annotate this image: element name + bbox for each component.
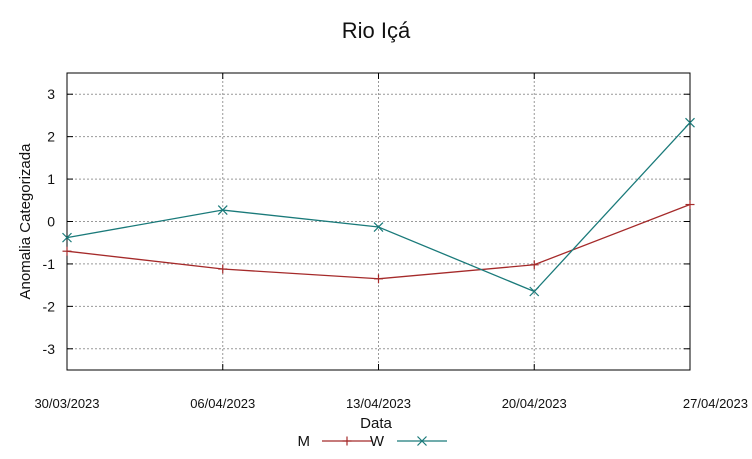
data-point <box>217 205 228 215</box>
series-W <box>62 117 695 297</box>
y-tick-label: -3 <box>43 341 56 357</box>
data-point <box>529 260 539 270</box>
x-tick-label: 13/04/2023 <box>346 396 411 411</box>
data-point <box>218 264 228 274</box>
y-axis-label: Anomalia Categorizada <box>17 143 34 300</box>
legend-label: W <box>370 433 385 450</box>
legend-swatch-marker <box>342 436 352 446</box>
y-tick-label: 1 <box>47 171 55 187</box>
legend-swatch-marker <box>417 436 427 446</box>
chart-title: Rio Içá <box>342 18 411 43</box>
y-axis-ticks: -3 -2 -1 0 1 2 3 <box>43 86 690 357</box>
data-point <box>373 222 384 232</box>
data-point <box>62 232 72 243</box>
series-layer <box>62 117 695 297</box>
x-axis-label: Data <box>360 415 392 432</box>
y-tick-label: 0 <box>47 214 55 230</box>
y-tick-label: 2 <box>47 129 55 145</box>
data-point <box>685 200 695 210</box>
legend-label: M <box>298 433 311 450</box>
data-point <box>529 286 540 297</box>
y-tick-label: -1 <box>43 256 56 272</box>
legend-entry-W: W <box>370 433 447 450</box>
x-tick-label: 06/04/2023 <box>190 396 255 411</box>
x-tick-label: 30/03/2023 <box>34 396 99 411</box>
y-tick-label: 3 <box>47 86 55 102</box>
x-axis-ticks: 30/03/2023 06/04/2023 13/04/2023 20/04/2023… <box>34 73 748 411</box>
y-tick-label: -2 <box>43 298 56 314</box>
data-point <box>374 274 383 284</box>
data-point <box>685 117 695 128</box>
x-tick-label: 20/04/2023 <box>502 396 567 411</box>
legend-entry-M: M <box>298 433 372 450</box>
data-point <box>62 246 72 256</box>
x-tick-label: 27/04/2023 <box>683 396 748 411</box>
series-M <box>62 200 695 284</box>
